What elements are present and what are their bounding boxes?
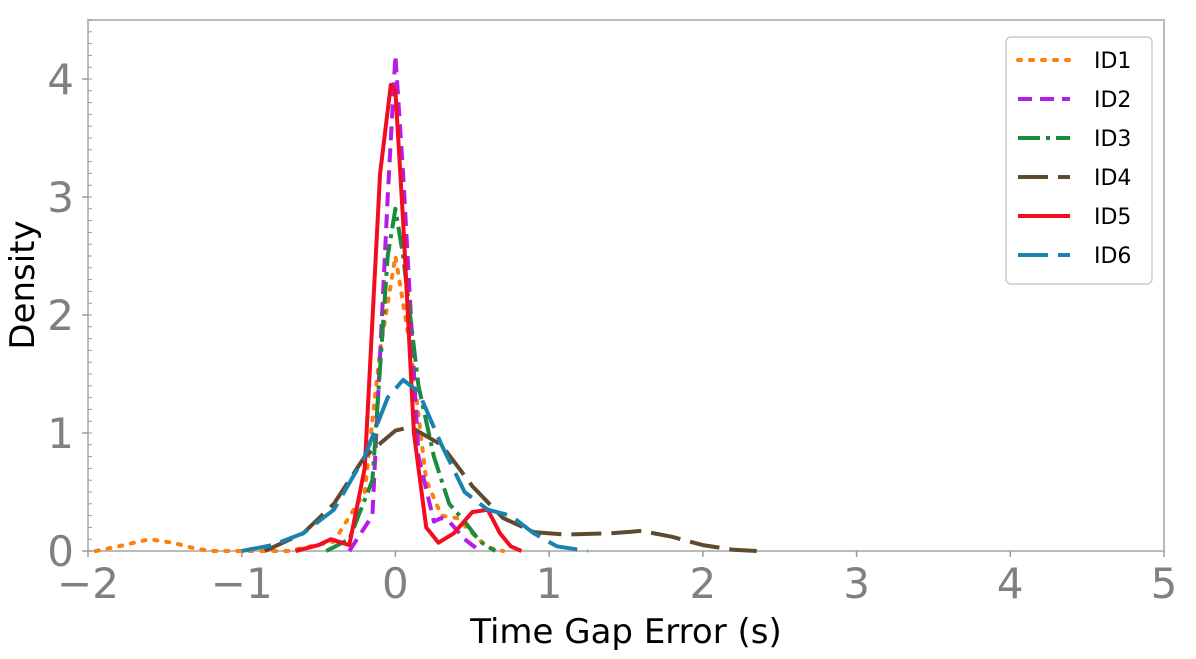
y-tick-label: 1 <box>47 409 74 458</box>
legend: ID1 ID2 ID3 ID4 ID5 ID6 <box>1005 36 1153 285</box>
series-line-id6 <box>241 377 588 553</box>
series-line-id3 <box>325 206 497 553</box>
legend-label-id2: ID2 <box>1094 88 1131 113</box>
y-tick-label: 4 <box>47 55 74 104</box>
x-tick-label: 0 <box>382 559 409 608</box>
legend-label-id3: ID3 <box>1094 127 1131 152</box>
x-tick-label: 4 <box>997 559 1024 608</box>
x-tick-label: −2 <box>57 559 119 608</box>
minor-ticks <box>88 19 92 552</box>
axis-ticks: −2 −1 0 1 2 3 4 5 0 1 2 3 4 <box>47 55 1177 608</box>
x-tick-label: −1 <box>211 559 273 608</box>
y-tick-label: 0 <box>47 527 74 576</box>
x-tick-label: 3 <box>843 559 870 608</box>
legend-label-id4: ID4 <box>1094 166 1131 191</box>
y-tick-label: 2 <box>47 291 74 340</box>
y-tick-label: 3 <box>47 173 74 222</box>
series-layer <box>93 53 757 553</box>
x-axis-label: Time Gap Error (s) <box>469 612 782 652</box>
series-line-id1 <box>93 254 505 553</box>
plot-area <box>87 19 1165 552</box>
series-line-id5 <box>295 82 523 553</box>
legend-label-id6: ID6 <box>1094 244 1131 269</box>
legend-label-id5: ID5 <box>1094 205 1131 230</box>
x-tick-label: 1 <box>536 559 563 608</box>
y-axis-label: Density <box>3 220 43 349</box>
x-tick-label: 2 <box>689 559 716 608</box>
legend-label-id1: ID1 <box>1094 49 1131 74</box>
x-tick-label: 5 <box>1151 559 1178 608</box>
